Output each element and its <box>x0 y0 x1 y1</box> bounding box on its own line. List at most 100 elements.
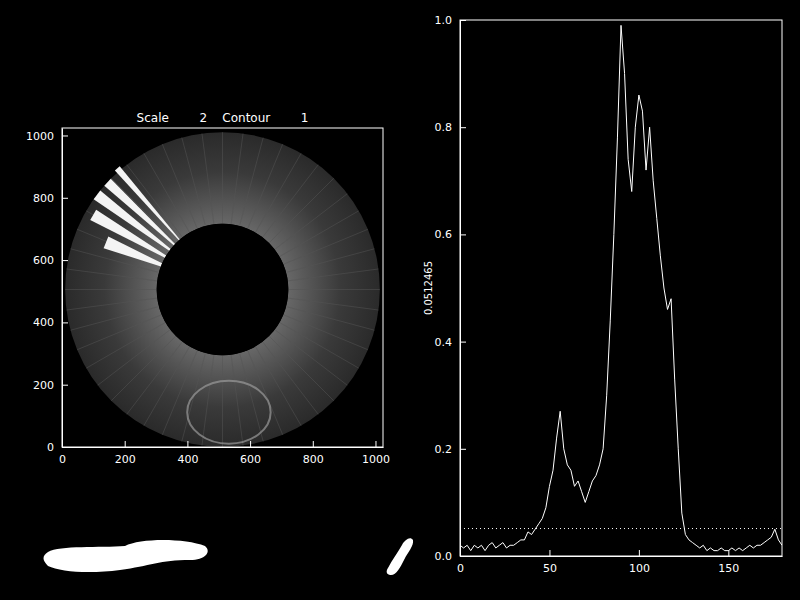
x-axis-line <box>63 447 384 448</box>
striation <box>202 134 214 225</box>
striation <box>286 307 374 331</box>
y-tick: 200 <box>33 379 68 392</box>
canvas: 0 200 400 600 800 1000 0 200 400 600 800 1000 Scale … <box>0 0 800 600</box>
y-tick-mark <box>62 135 68 136</box>
y-tick-mark <box>62 447 68 448</box>
striation <box>240 138 264 226</box>
striation <box>283 229 368 264</box>
y-tick: 600 <box>33 254 68 267</box>
y-tick-label: 0.2 <box>435 443 453 456</box>
y-tick-label: 0 <box>47 441 54 454</box>
striation <box>77 315 162 350</box>
y-tick-mark <box>62 385 68 386</box>
striation <box>222 355 223 446</box>
y-axis-line <box>460 21 461 557</box>
x-axis: 050100150 <box>457 550 783 575</box>
striation <box>202 355 214 446</box>
x-tick-label: 800 <box>303 453 324 466</box>
y-tick-mark <box>62 260 68 261</box>
bottom-structure <box>187 381 270 444</box>
y-axis-title: 0.0512465 <box>423 261 434 315</box>
x-tick-label: 0 <box>59 453 66 466</box>
x-axis-line <box>461 556 783 557</box>
y-tick-mark <box>460 127 466 128</box>
x-axis: 0 200 400 600 800 1000 <box>59 441 390 466</box>
y-tick-mark <box>460 449 466 450</box>
striation <box>286 249 374 273</box>
y-tick: 400 <box>33 316 68 329</box>
striation <box>111 336 176 401</box>
streak <box>104 179 175 246</box>
x-tick-mark <box>639 550 640 556</box>
x-tick: 200 <box>115 441 136 466</box>
y-tick-mark <box>62 198 68 199</box>
x-tick: 400 <box>177 441 198 466</box>
striation <box>162 144 197 229</box>
y-tick: 0.2 <box>435 443 467 456</box>
y-tick: 0.6 <box>435 228 467 241</box>
chart-title: Scale 2 Contour 1 <box>137 111 309 125</box>
striation <box>98 330 171 386</box>
y-tick: 0 <box>47 441 68 454</box>
y-tick-mark <box>460 342 466 343</box>
striation <box>255 153 301 232</box>
y-tick: 0.4 <box>435 336 467 349</box>
y-tick: 800 <box>33 192 68 205</box>
y-tick: 1.0 <box>435 14 467 27</box>
striation <box>275 194 348 250</box>
streak <box>94 191 171 251</box>
series-line <box>460 528 782 529</box>
y-axis-line <box>62 129 63 448</box>
striation <box>65 289 156 290</box>
y-tick-label: 0.0 <box>435 550 453 563</box>
x-tick-label: 150 <box>718 562 739 575</box>
x-tick: 150 <box>718 550 739 575</box>
series-line <box>460 25 782 550</box>
y-axis: 0 200 400 600 800 1000 <box>26 129 68 455</box>
y-tick-mark <box>460 234 466 235</box>
striation <box>269 336 334 401</box>
striation <box>275 330 348 386</box>
x-tick-mark <box>375 441 376 447</box>
blob <box>387 538 413 575</box>
x-tick-label: 1000 <box>362 453 390 466</box>
y-tick-mark <box>62 322 68 323</box>
y-tick: 0.8 <box>435 121 467 134</box>
x-tick-label: 600 <box>240 453 261 466</box>
x-tick: 600 <box>240 441 261 466</box>
x-tick-mark <box>313 441 314 447</box>
x-tick-mark <box>728 550 729 556</box>
x-tick-mark <box>250 441 251 447</box>
x-tick-mark <box>549 550 550 556</box>
x-tick: 100 <box>629 550 650 575</box>
striation <box>288 269 379 281</box>
striation <box>67 269 158 281</box>
streak <box>115 166 180 240</box>
blob <box>44 540 208 572</box>
striation <box>71 307 159 331</box>
x-tick-mark <box>125 441 126 447</box>
y-tick-label: 400 <box>33 316 54 329</box>
y-tick-mark <box>460 556 466 557</box>
y-tick-label: 0.4 <box>435 336 453 349</box>
x-tick-label: 50 <box>543 562 557 575</box>
y-tick-label: 0.8 <box>435 121 453 134</box>
striation <box>248 350 283 435</box>
y-tick-label: 1.0 <box>435 14 453 27</box>
plot-frame <box>460 20 782 556</box>
striation <box>288 298 379 310</box>
striation <box>240 353 264 441</box>
striation <box>182 138 206 226</box>
striation <box>279 322 358 368</box>
striation <box>67 298 158 310</box>
x-tick-label: 100 <box>629 562 650 575</box>
plot-area <box>460 25 782 550</box>
striation <box>231 355 243 446</box>
corona-ring <box>65 132 380 447</box>
striation <box>144 346 190 425</box>
striation <box>288 289 379 290</box>
striation <box>127 342 183 415</box>
y-tick: 1000 <box>26 129 68 142</box>
x-tick: 50 <box>543 550 557 575</box>
occulter <box>157 224 289 356</box>
